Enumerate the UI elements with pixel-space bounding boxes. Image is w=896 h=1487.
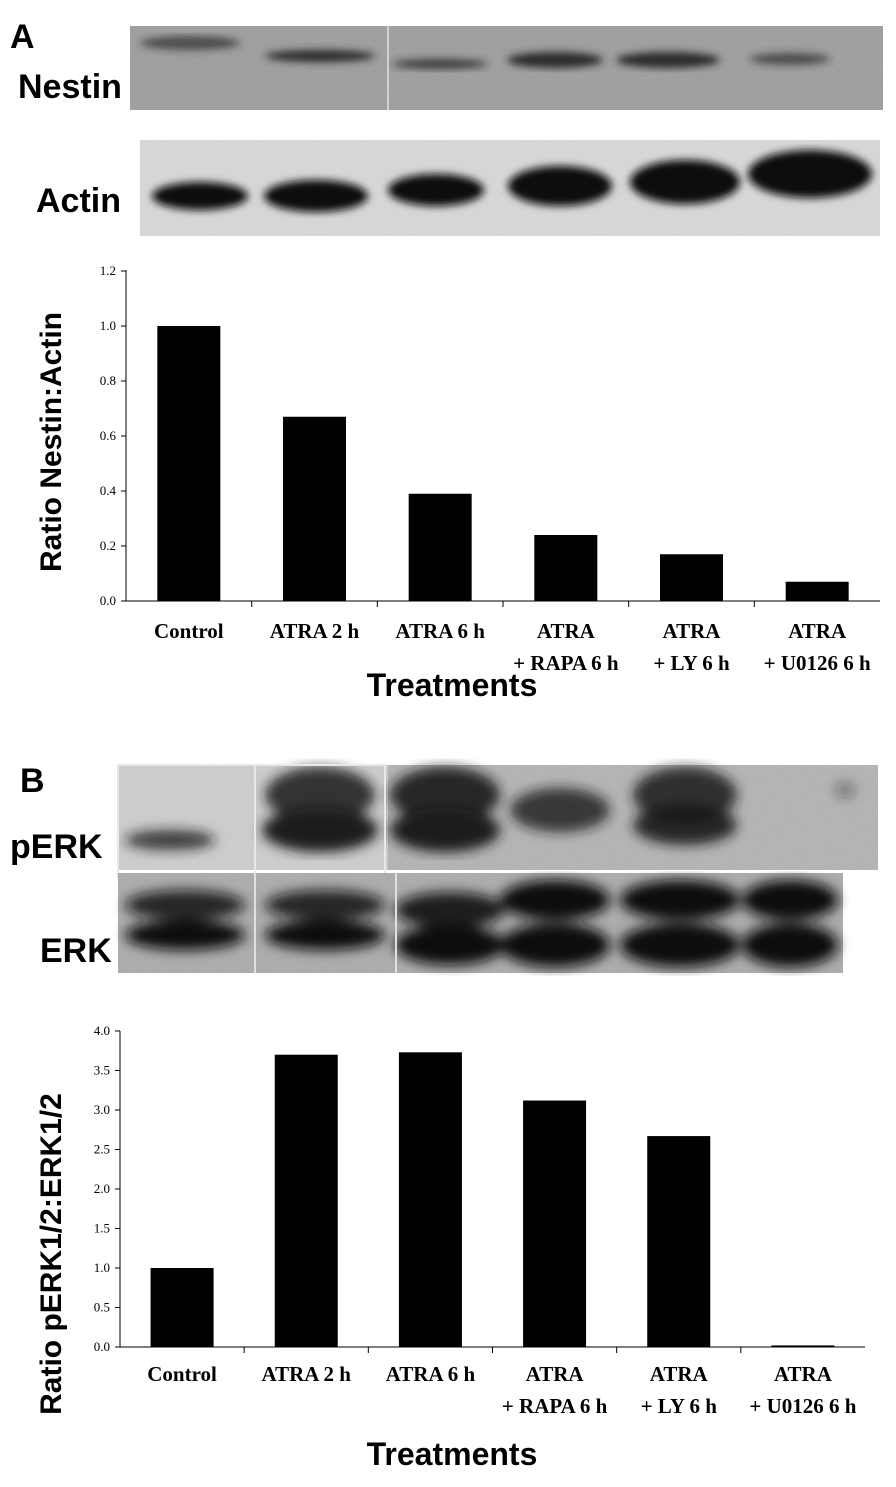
panel-a-letter: A <box>10 18 35 56</box>
category-label: ATRA <box>774 1362 833 1386</box>
perk-blot-label: pERK <box>10 828 103 866</box>
category-label: + LY 6 h <box>641 1394 718 1418</box>
bar <box>398 1052 462 1347</box>
bar <box>150 1268 214 1347</box>
chart-a-ylabel: Ratio Nestin:Actin <box>35 312 68 572</box>
y-tick-label: 0.5 <box>94 1300 110 1315</box>
category-label: Control <box>154 619 224 643</box>
category-label: ATRA <box>650 1362 709 1386</box>
y-tick-label: 2.5 <box>94 1142 110 1157</box>
nestin-blot <box>130 26 883 110</box>
category-label: ATRA <box>788 619 847 643</box>
category-label: + RAPA 6 h <box>502 1394 608 1418</box>
category-label: + LY 6 h <box>653 651 730 675</box>
category-label: ATRA 2 h <box>270 619 360 643</box>
panel-b-letter: B <box>20 762 45 800</box>
y-tick-label: 0.2 <box>100 538 116 553</box>
chart-b-xlabel: Treatments <box>367 1436 538 1472</box>
y-tick-label: 3.0 <box>94 1102 110 1117</box>
category-label: ATRA 6 h <box>386 1362 476 1386</box>
y-tick-label: 0.8 <box>100 373 116 388</box>
bar <box>771 1345 835 1347</box>
bar <box>785 581 849 601</box>
bar <box>647 1136 711 1347</box>
bar <box>157 326 221 601</box>
actin-blot-label: Actin <box>36 182 121 220</box>
erk-blot-label: ERK <box>40 932 112 970</box>
y-tick-label: 4.0 <box>94 1023 110 1038</box>
category-label: ATRA <box>526 1362 585 1386</box>
category-label: Control <box>147 1362 217 1386</box>
bar <box>274 1054 338 1347</box>
y-tick-label: 0.0 <box>100 593 116 608</box>
y-tick-label: 1.5 <box>94 1221 110 1236</box>
bar <box>408 493 472 601</box>
y-tick-label: 0.4 <box>100 483 117 498</box>
y-tick-label: 2.0 <box>94 1181 110 1196</box>
chart-a: 0.0 0.2 0.4 0.6 0.8 1.0 1.2 Control ATRA 2 h ATR… <box>35 263 880 703</box>
chart-a-xlabel: Treatments <box>367 667 538 703</box>
actin-blot <box>140 140 880 236</box>
chart-b: 0.0 0.5 1.0 1.5 2.0 2.5 3.0 3.5 4.0 Control ATRA … <box>35 1023 865 1472</box>
y-tick-label: 0.0 <box>94 1339 110 1354</box>
bar <box>534 535 598 601</box>
y-tick-label: 1.0 <box>94 1260 110 1275</box>
category-label: ATRA 6 h <box>395 619 485 643</box>
chart-b-ylabel: Ratio pERK1/2:ERK1/2 <box>35 1093 68 1415</box>
category-label: + U0126 6 h <box>749 1394 856 1418</box>
y-tick-label: 3.5 <box>94 1063 110 1078</box>
erk-blot <box>118 873 843 973</box>
category-label: ATRA 2 h <box>262 1362 352 1386</box>
y-tick-label: 1.2 <box>100 263 116 278</box>
bar <box>283 416 346 601</box>
y-tick-label: 0.6 <box>100 428 117 443</box>
panel-a-blot-images <box>130 26 883 236</box>
panel-b-blot-images <box>117 764 878 973</box>
category-label: + RAPA 6 h <box>513 651 619 675</box>
bar <box>660 554 723 601</box>
nestin-blot-label: Nestin <box>18 68 122 106</box>
y-tick-label: 1.0 <box>100 318 116 333</box>
category-label: ATRA <box>663 619 722 643</box>
category-label: + U0126 6 h <box>764 651 871 675</box>
bar <box>523 1100 587 1347</box>
perk-blot <box>117 764 878 878</box>
category-label: ATRA <box>537 619 596 643</box>
